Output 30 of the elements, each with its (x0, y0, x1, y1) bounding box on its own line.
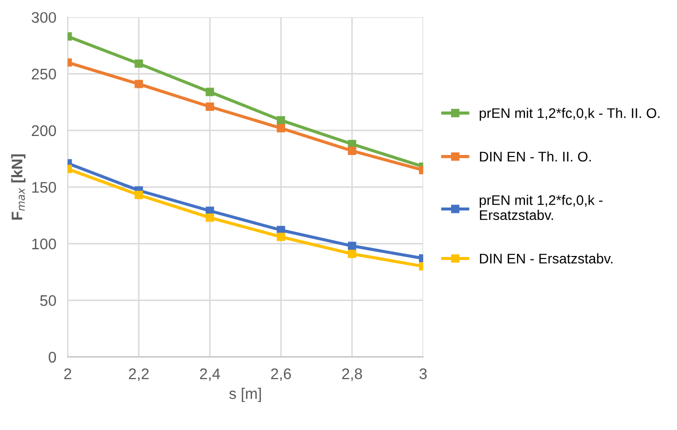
point (276, 232, 286, 242)
point (134, 59, 143, 68)
x-axis-title: s [m] (229, 388, 261, 402)
y-tick-label: 150 (32, 182, 56, 193)
legend-label: DIN EN - Th. II. O. (480, 151, 591, 162)
x-tick-label: 2,4 (200, 368, 220, 382)
x-tick-label: 2,8 (342, 368, 362, 382)
legend-label: DIN EN - Ersatzstabv. (480, 253, 612, 264)
point (276, 116, 286, 124)
point (348, 250, 356, 258)
x-tick-label: 2,6 (271, 368, 291, 382)
x-tick-label: 3 (419, 368, 427, 380)
point (206, 213, 214, 222)
x-tick-label: 2,2 (128, 368, 149, 382)
point (134, 80, 143, 88)
y-tick-label: 200 (32, 125, 56, 136)
point (134, 190, 143, 200)
y-tick-label: 0 (48, 352, 56, 363)
point (206, 88, 214, 96)
x-tick-label: 2 (64, 368, 72, 380)
legend-label: prEN mit 1,2*fc,0,k - Th. II. O. (480, 108, 660, 121)
y-tick-label: 250 (32, 68, 56, 80)
point (348, 146, 356, 155)
legend-label: prEN mit 1,2*fc,0,k - Ersatzstabv. (480, 194, 602, 220)
y-tick-label: 300 (32, 12, 56, 23)
y-axis-title: F$_{max}$ [kN] (11, 154, 26, 220)
y-tick-label: 50 (40, 295, 56, 306)
y-tick-label: 100 (32, 238, 56, 250)
point (206, 102, 214, 111)
point (276, 124, 286, 132)
